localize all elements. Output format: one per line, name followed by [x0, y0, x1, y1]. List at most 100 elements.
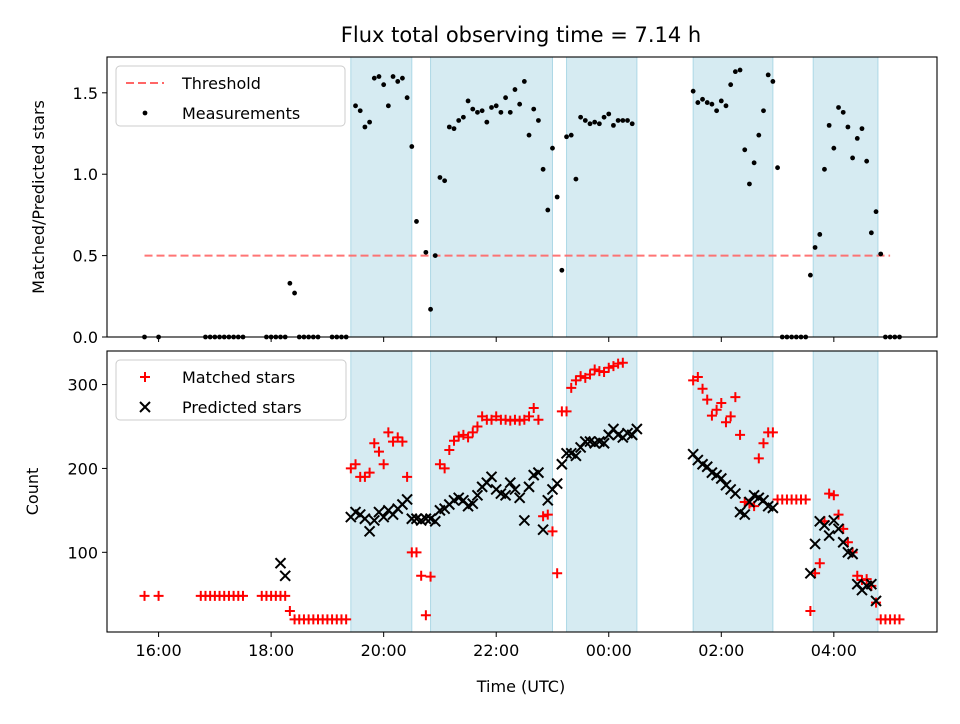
- matched-point: [542, 509, 553, 520]
- measurement-point: [414, 219, 419, 224]
- predicted-point: [504, 476, 516, 489]
- matched-point: [416, 570, 427, 581]
- matched-point: [735, 429, 746, 440]
- measurement-point: [826, 122, 832, 128]
- measurement-point: [550, 145, 555, 151]
- matched-point: [402, 471, 413, 482]
- matched-point: [692, 372, 703, 383]
- matched-point: [341, 614, 352, 625]
- measurement-point: [704, 100, 710, 105]
- series-predicted-stars: [274, 423, 882, 607]
- matched-point: [561, 406, 572, 417]
- measurement-point: [437, 175, 443, 180]
- observing-interval: [430, 56, 553, 338]
- matched-point: [467, 427, 478, 438]
- measurement-point: [775, 165, 780, 171]
- predicted-point: [523, 481, 535, 493]
- x-tick-label: 18:00: [248, 641, 294, 660]
- plot-frame: [106, 56, 938, 338]
- predicted-point: [551, 477, 563, 490]
- measurement-point: [714, 108, 720, 114]
- measurement-point: [573, 176, 579, 182]
- matched-point: [725, 411, 736, 422]
- predicted-point: [401, 493, 413, 506]
- measurement-point: [517, 101, 523, 107]
- matched-point: [472, 421, 483, 432]
- legend-dot-swatch: [142, 110, 148, 116]
- measurement-point: [540, 166, 546, 172]
- matched-point: [364, 467, 375, 478]
- measurement-point: [873, 209, 879, 215]
- measurement-point: [611, 122, 616, 128]
- measurement-point: [432, 253, 438, 259]
- matched-point: [524, 411, 535, 422]
- measurement-point: [807, 272, 813, 278]
- matched-point: [716, 398, 727, 409]
- measurement-point: [512, 87, 518, 92]
- x-tick-label: 00:00: [586, 641, 632, 660]
- predicted-point: [556, 458, 568, 470]
- predicted-point: [518, 514, 531, 527]
- measurement-point: [353, 103, 358, 109]
- predicted-point: [513, 492, 526, 504]
- measurement-point: [526, 132, 532, 138]
- predicted-point: [570, 450, 582, 462]
- predicted-point: [560, 447, 573, 460]
- y-tick-label: 0.0: [73, 328, 98, 347]
- measurement-point: [747, 181, 752, 187]
- measurement-point: [615, 118, 621, 123]
- observing-interval: [812, 350, 879, 633]
- measurement-point: [381, 82, 387, 88]
- measurement-point: [850, 155, 855, 161]
- measurement-point: [409, 144, 415, 149]
- observing-interval: [566, 56, 638, 338]
- legend-label: Predicted stars: [182, 398, 302, 417]
- predicted-point: [471, 489, 484, 501]
- measurement-point: [559, 267, 565, 273]
- y-tick-label: 200: [67, 459, 98, 478]
- matched-point: [547, 526, 558, 537]
- x-tick-label: 22:00: [473, 641, 519, 660]
- predicted-point: [865, 578, 878, 590]
- measurement-point: [625, 118, 630, 123]
- measurement-point: [423, 249, 429, 255]
- predicted-point: [804, 567, 817, 579]
- measurement-point: [503, 95, 508, 101]
- y-tick-label: 300: [67, 376, 98, 395]
- matched-point: [566, 382, 577, 393]
- measurement-point: [742, 147, 748, 153]
- measurement-point: [545, 207, 551, 213]
- measurement-point: [367, 119, 372, 125]
- matched-point: [814, 558, 825, 569]
- predicted-point: [429, 515, 441, 527]
- measurement-point: [878, 251, 884, 257]
- matched-point: [824, 488, 835, 499]
- predicted-point: [828, 514, 840, 527]
- y-tick-label: 1.5: [73, 84, 98, 103]
- measurement-point: [521, 79, 527, 84]
- matched-point: [871, 597, 882, 608]
- measurement-point: [864, 158, 870, 164]
- measurement-point: [840, 109, 846, 115]
- x-tick-label: 16:00: [136, 641, 182, 660]
- measurement-point: [756, 132, 762, 138]
- measurement-point: [465, 98, 471, 104]
- matched-point: [397, 436, 408, 447]
- measurement-point: [536, 118, 541, 123]
- matched-point: [533, 414, 544, 425]
- measurement-point: [362, 124, 368, 130]
- matched-point: [139, 590, 150, 601]
- predicted-point: [823, 529, 835, 542]
- matched-point: [528, 403, 539, 414]
- matched-point: [420, 610, 431, 621]
- legend-label: Measurements: [182, 104, 300, 123]
- predicted-point: [832, 523, 845, 535]
- matched-point: [767, 427, 778, 438]
- matched-point: [575, 371, 586, 382]
- predicted-point: [818, 519, 831, 532]
- legend-x-swatch: [139, 401, 151, 413]
- predicted-point: [363, 525, 376, 538]
- measurement-point: [390, 74, 396, 79]
- measurement-point: [564, 134, 569, 140]
- matched-point: [378, 459, 389, 470]
